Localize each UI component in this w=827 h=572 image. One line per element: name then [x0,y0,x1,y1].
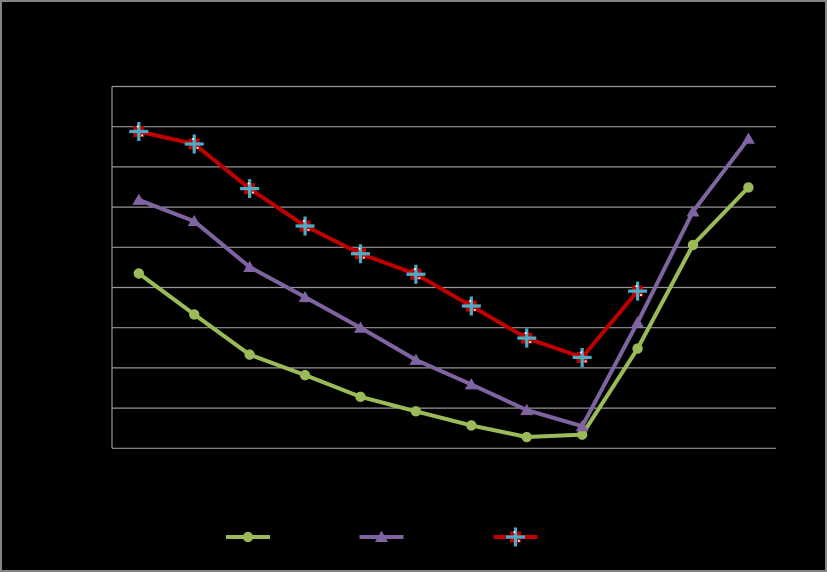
triangle-marker [187,214,201,227]
plus-cross-marker [184,134,204,154]
plus-cross-marker [572,347,592,367]
marker-dot [303,219,305,222]
plus-cross-marker [240,179,260,199]
marker-dot [196,146,199,149]
marker-dot [136,125,139,128]
circle-marker [410,406,422,417]
plus-cross-marker [506,527,525,547]
circle-marker [355,391,366,403]
marker-dot [529,341,532,343]
marker-dot [418,277,421,280]
plot-gridlines [112,85,776,449]
marker-dot [469,299,472,302]
plus-cross-marker [517,328,537,348]
marker-dot [247,182,250,185]
circle-marker [576,429,588,440]
marker-dot [584,360,587,363]
legend-item-red-square-plus-series [493,527,538,547]
marker-dot [513,531,516,533]
circle-marker [632,343,643,354]
plus-cross-marker [350,244,370,264]
plus-cross-marker [628,281,648,301]
triangle-marker [686,205,700,217]
triangle-marker [375,530,388,542]
marker-dot [580,351,582,354]
triangle-marker [298,290,312,303]
legend-item-green-circle-series [226,531,270,543]
triangle-marker [520,403,534,416]
green-circle-series [133,182,754,443]
circle-marker [133,268,144,279]
circle-marker [244,349,255,360]
circle-marker [743,182,754,193]
marker-dot [141,134,144,137]
circle-marker [299,369,311,381]
data-series [129,122,755,443]
red-square-plus-series-line [136,129,640,360]
purple-triangle-series-line [136,136,751,429]
green-circle-series-line [136,185,751,439]
marker-dot [524,332,527,334]
circle-marker [242,531,254,543]
circle-marker [189,309,200,320]
triangle-marker [464,378,478,390]
marker-dot [307,228,310,231]
purple-triangle-series [132,132,755,432]
marker-dot [518,540,520,542]
plus-cross-marker [295,216,315,236]
triangle-marker [575,419,589,432]
triangle-marker [353,321,367,333]
plus-cross-marker [461,296,481,316]
triangle-marker [741,132,755,144]
plus-cross-marker [406,264,426,284]
triangle-marker [132,193,146,205]
marker-dot [640,294,642,296]
marker-dot [473,308,476,311]
marker-dot [635,285,638,287]
circle-marker [466,420,477,431]
triangle-marker [243,260,257,272]
triangle-marker [409,353,423,365]
marker-dot [192,137,195,140]
marker-dot [413,268,416,271]
circle-marker [687,239,699,251]
marker-dot [358,247,361,250]
marker-dot [252,191,254,194]
legend-item-purple-triangle-series [359,530,404,542]
circle-marker [521,431,532,443]
red-square-plus-series [129,122,648,367]
triangle-marker [631,316,645,328]
plus-cross-marker [129,122,149,142]
marker-dot [362,256,365,259]
legend [226,527,538,547]
